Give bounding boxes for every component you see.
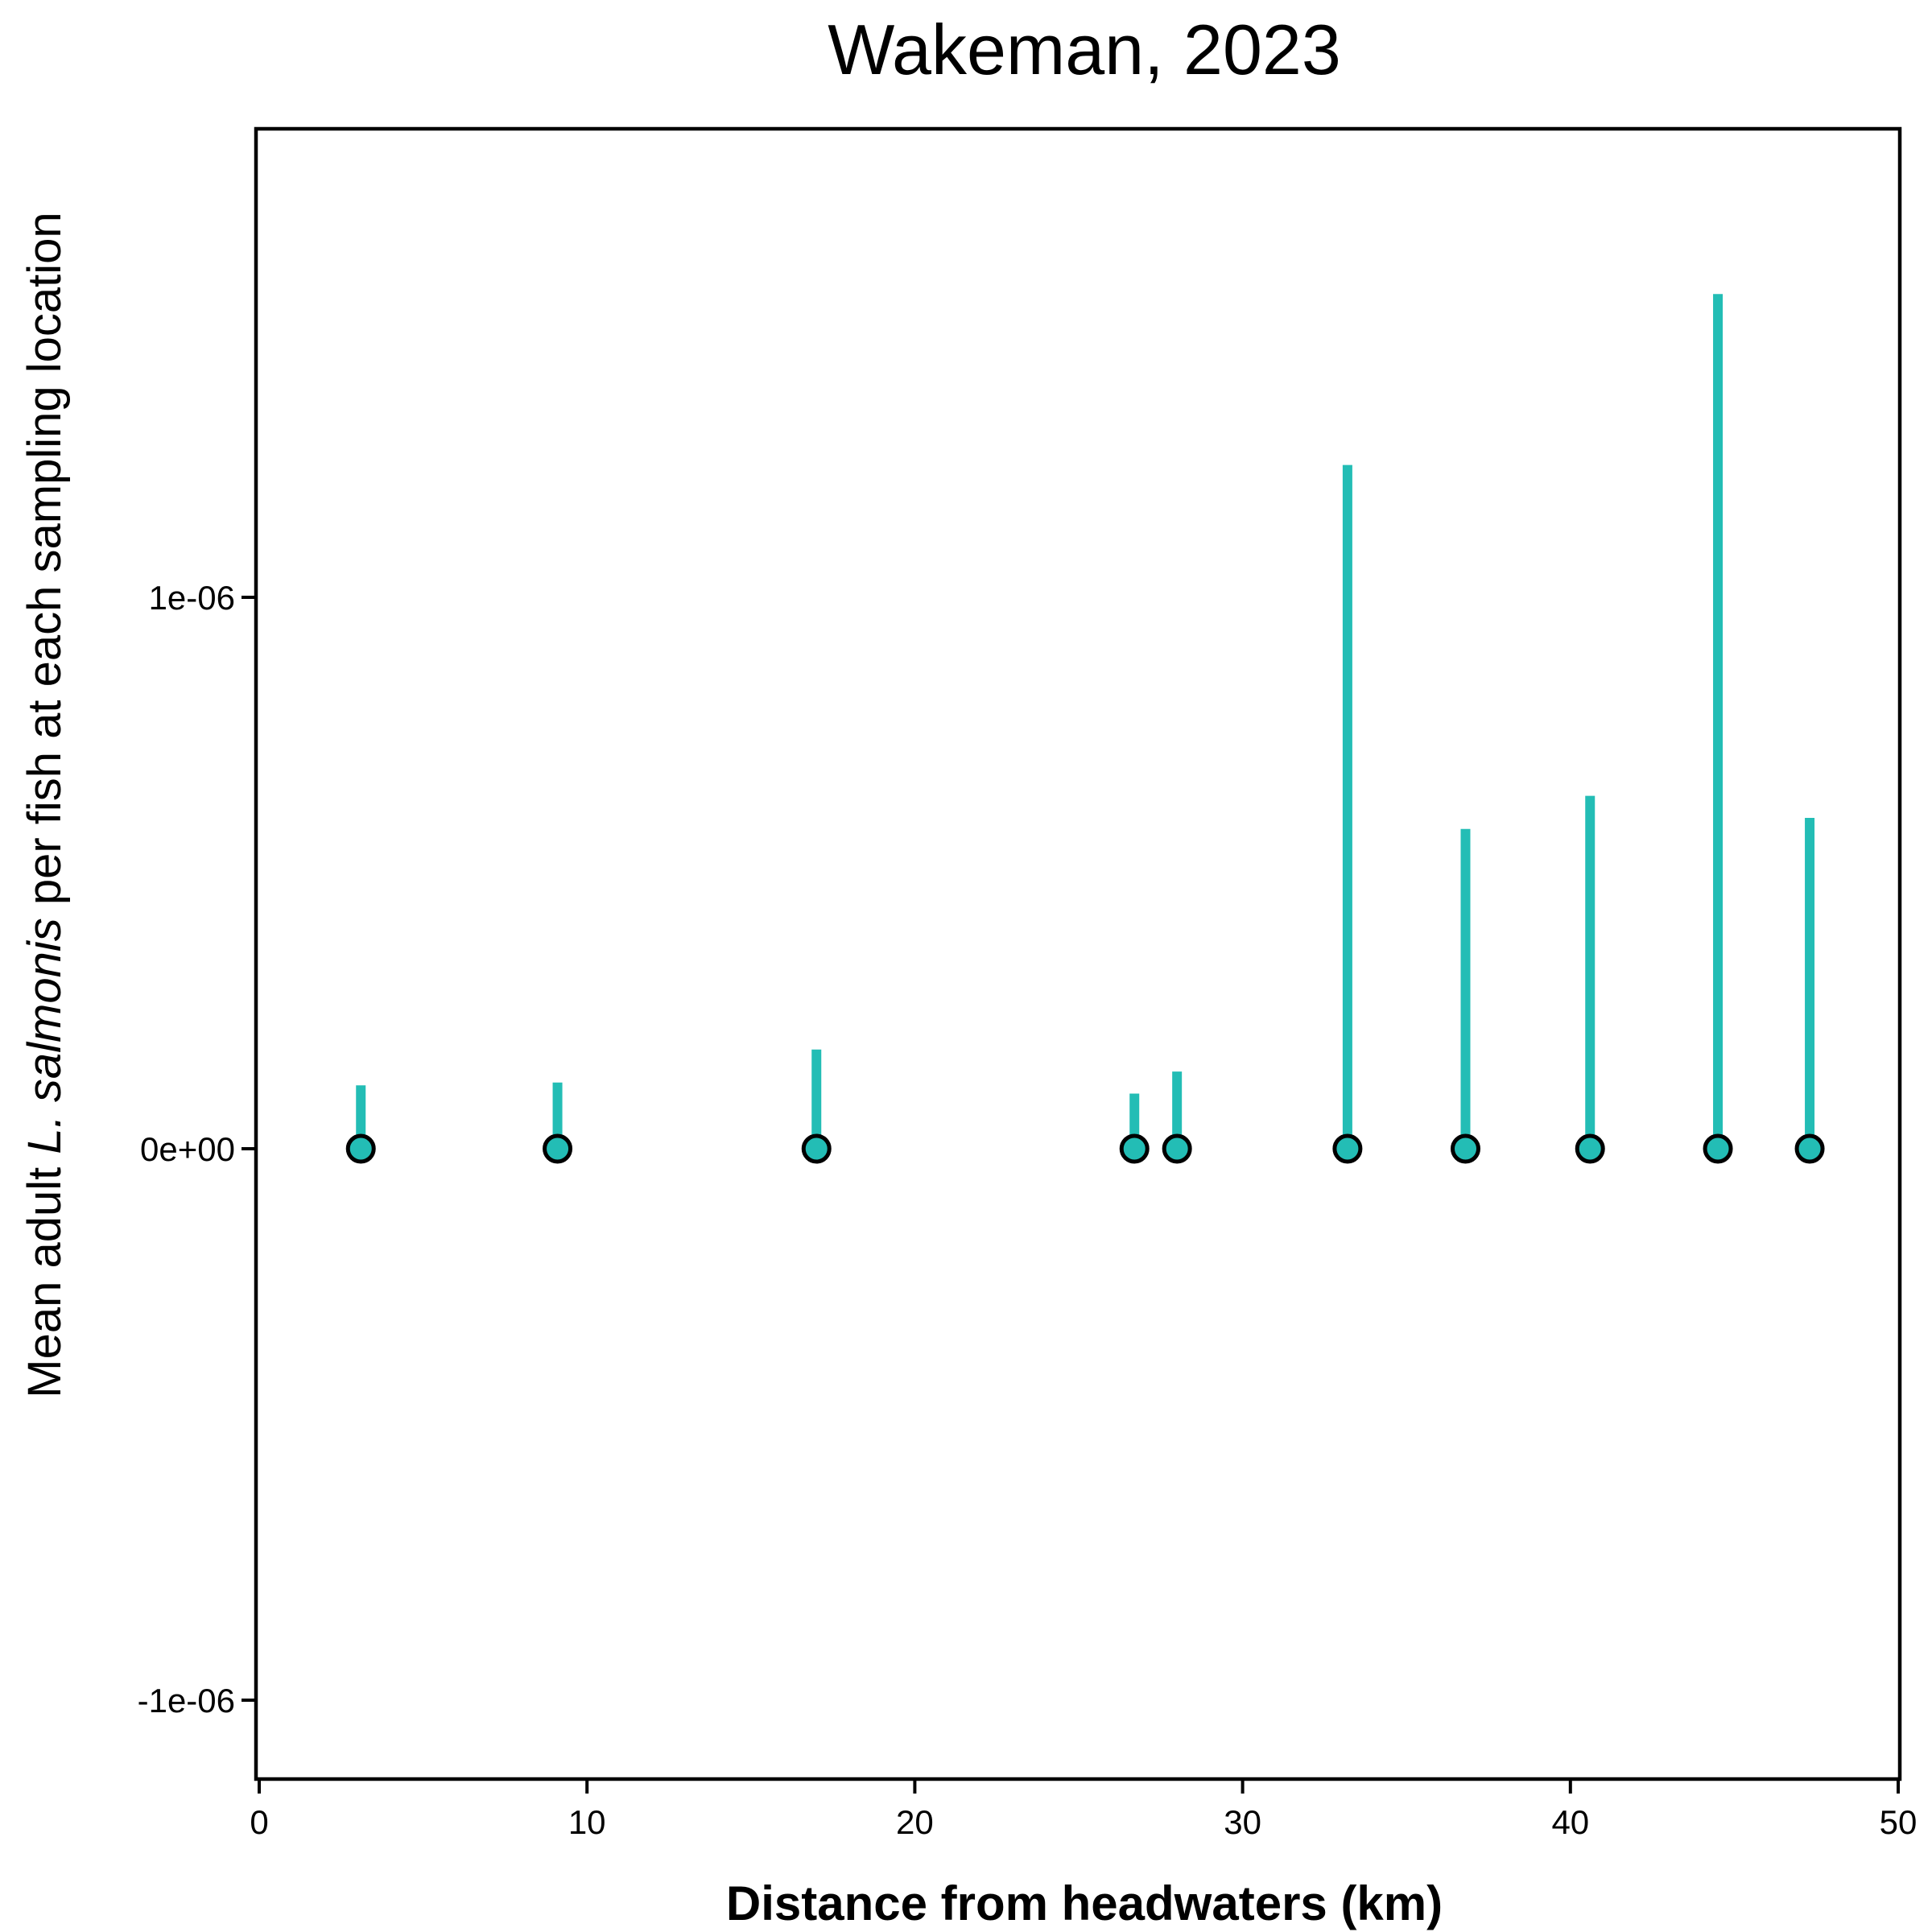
x-tick-label: 0 <box>250 1803 268 1841</box>
data-point <box>543 1133 573 1164</box>
y-axis-label-species: L. salmonis <box>19 918 71 1154</box>
data-points <box>345 1133 1825 1164</box>
x-tick-label: 10 <box>568 1803 606 1841</box>
y-tick-label: -1e-06 <box>138 1682 235 1719</box>
x-tick-label: 20 <box>896 1803 934 1841</box>
y-tick-label: 1e-06 <box>149 579 235 617</box>
svg-text:Mean adult L. salmonis per fis: Mean adult L. salmonis per fish at each … <box>19 212 71 1397</box>
error-bars <box>356 294 1815 1149</box>
data-point <box>1703 1133 1733 1164</box>
y-axis: -1e-06 0e+00 1e-06 <box>138 579 256 1719</box>
y-tick-label: 0e+00 <box>140 1130 235 1168</box>
y-axis-label-suffix: per fish at each sampling location <box>19 212 71 918</box>
x-axis: 0 10 20 30 40 50 <box>250 1779 1917 1841</box>
plot-frame <box>254 126 1902 1781</box>
data-point <box>801 1133 832 1164</box>
chart-title: Wakeman, 2023 <box>828 10 1341 89</box>
data-point <box>1450 1133 1480 1164</box>
data-point <box>345 1133 376 1164</box>
data-point <box>1332 1133 1363 1164</box>
data-point <box>1162 1133 1192 1164</box>
x-tick-label: 30 <box>1224 1803 1261 1841</box>
data-point <box>1575 1133 1605 1164</box>
data-point <box>1794 1133 1825 1164</box>
x-tick-label: 40 <box>1551 1803 1589 1841</box>
data-point <box>1119 1133 1150 1164</box>
y-axis-label: Mean adult L. salmonis per fish at each … <box>19 212 71 1397</box>
y-axis-label-prefix: Mean adult <box>19 1154 71 1398</box>
x-axis-label: Distance from headwaters (km) <box>726 1876 1443 1930</box>
x-tick-label: 50 <box>1880 1803 1918 1841</box>
